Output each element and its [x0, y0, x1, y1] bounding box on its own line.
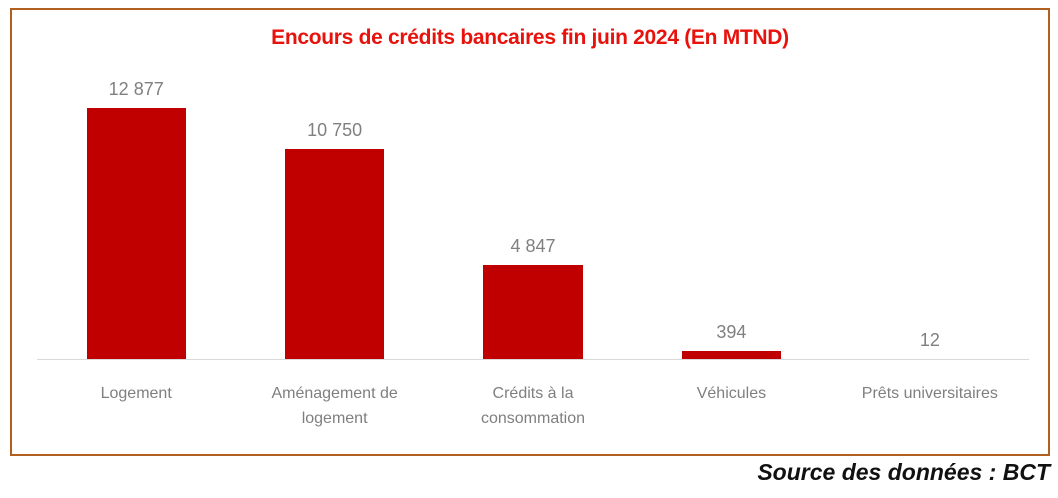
data-label-cat-4: 12	[919, 330, 940, 350]
data-label-cat-1: 10 750	[307, 120, 363, 140]
category-label-cat-2: Crédits à la consommation	[480, 385, 586, 427]
chart-frame: Encours de crédits bancaires fin juin 20…	[10, 8, 1050, 456]
bar-column-cat-1: 10 750	[235, 108, 433, 359]
data-label-cat-2: 4 847	[510, 236, 556, 256]
bars-row: 12 877 10 750 4 847 394 12	[37, 79, 1029, 359]
category-label-cat-1: Aménagement de logement	[271, 385, 398, 427]
data-label-cat-3: 394	[716, 322, 747, 342]
category-label-cat-0: Logement	[100, 385, 172, 402]
category-label-cat-3: Véhicules	[696, 385, 767, 402]
bar-cat-2	[483, 265, 583, 359]
category-axis: Logement Aménagement de logement Crédits à…	[37, 382, 1029, 432]
chart-title: Encours de crédits bancaires fin juin 20…	[271, 26, 789, 49]
category-label-cat-4: Prêts universitaires	[861, 385, 998, 402]
source-caption: Source des données : BCT	[757, 459, 1050, 485]
bar-cat-3	[681, 351, 782, 359]
plot-area: 12 877 10 750 4 847 394 12	[37, 79, 1029, 360]
bar-column-cat-3: 394	[632, 108, 830, 359]
bar-column-cat-0: 12 877	[37, 79, 235, 359]
bar-column-cat-2: 4 847	[434, 108, 632, 359]
bar-cat-1	[285, 149, 385, 359]
data-label-cat-0: 12 877	[108, 79, 164, 99]
x-axis-line	[37, 359, 1029, 360]
bar-column-cat-4: 12	[831, 108, 1029, 359]
bar-cat-0	[86, 108, 186, 359]
